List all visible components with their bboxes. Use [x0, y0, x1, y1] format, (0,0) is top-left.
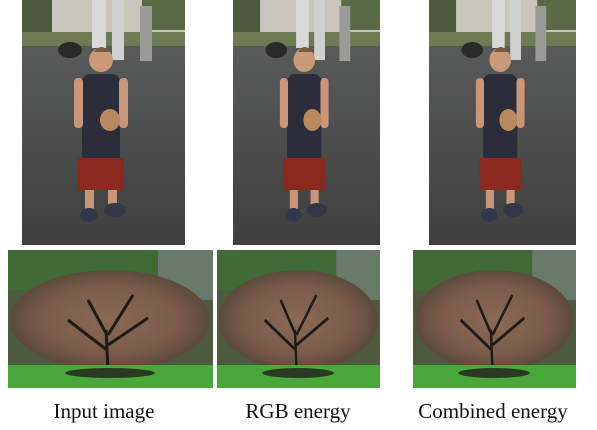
caption: Combined energy — [418, 399, 568, 423]
combined-energy-boy — [429, 0, 576, 245]
caption: RGB energy — [245, 399, 351, 423]
caption: Input image — [54, 399, 155, 423]
combined-energy-tree — [413, 250, 576, 388]
rgb-energy-tree — [217, 250, 380, 388]
input-image-tree — [8, 250, 213, 388]
figure: Input image RGB energy Combined energy — [0, 0, 597, 425]
page: Input image RGB energy Combined energy (… — [0, 0, 597, 425]
input-image-boy — [22, 0, 185, 245]
rgb-energy-boy — [233, 0, 380, 245]
